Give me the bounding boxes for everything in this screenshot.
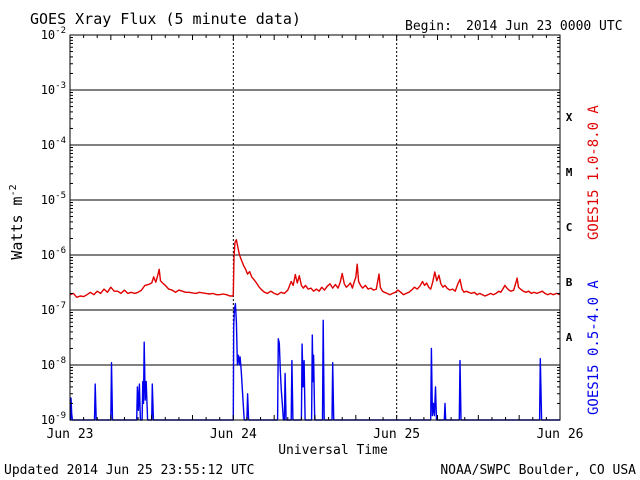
y-tick-label: 10-9 <box>41 411 66 427</box>
svg-text:Watts m-2: Watts m-2 <box>8 184 26 259</box>
long-channel-label: GOES15 1.0-8.0 A <box>586 105 602 240</box>
flare-class-label: M <box>566 166 573 179</box>
chart-title: GOES Xray Flux (5 minute data) <box>30 10 301 28</box>
y-tick-label: 10-6 <box>41 246 66 262</box>
flare-class-label: X <box>566 111 573 124</box>
x-tick-label: Jun 24 <box>210 427 257 442</box>
y-axis-title-exponent: -2 <box>8 184 19 196</box>
flare-class-label: A <box>566 331 573 344</box>
y-tick-label: 10-4 <box>41 136 66 152</box>
x-tick-labels: Jun 23 Jun 24 Jun 25 Jun 26 <box>47 427 584 442</box>
y-tick-label: 10-5 <box>41 191 66 207</box>
x-tick-label: Jun 26 <box>537 427 584 442</box>
begin-value: 2014 Jun 23 0000 UTC <box>466 19 623 34</box>
data-series <box>69 238 561 421</box>
short-channel-series-line <box>69 303 560 421</box>
x-tick-label: Jun 25 <box>373 427 420 442</box>
short-channel-label: GOES15 0.5-4.0 A <box>586 280 602 415</box>
flare-class-labels: X M C B A <box>566 111 573 344</box>
updated-timestamp: Updated 2014 Jun 25 23:55:12 UTC <box>4 463 254 478</box>
x-tick-label: Jun 23 <box>47 427 94 442</box>
plot-border <box>69 34 561 421</box>
credit-text: NOAA/SWPC Boulder, CO USA <box>440 463 636 478</box>
flare-class-label: B <box>566 276 573 289</box>
y-tick-label: 10-7 <box>41 301 66 317</box>
y-tick-label: 10-8 <box>41 356 66 372</box>
y-axis-title: Watts m-2 <box>8 184 26 259</box>
y-tick-label: 10-3 <box>41 81 66 97</box>
flare-class-label: C <box>566 221 573 234</box>
y-tick-labels: 10-9 10-8 10-7 10-6 10-5 10-4 10-3 10-2 <box>41 26 66 427</box>
y-axis-title-text: Watts m <box>8 196 26 259</box>
long-channel-label-group: GOES15 1.0-8.0 A <box>586 105 602 240</box>
plot-frame <box>69 34 561 421</box>
long-channel-series-line <box>69 238 561 298</box>
short-channel-label-group: GOES15 0.5-4.0 A <box>586 280 602 415</box>
x-axis-title: Universal Time <box>278 443 388 458</box>
y-tick-label: 10-2 <box>41 26 66 42</box>
begin-label: Begin: <box>405 19 452 34</box>
